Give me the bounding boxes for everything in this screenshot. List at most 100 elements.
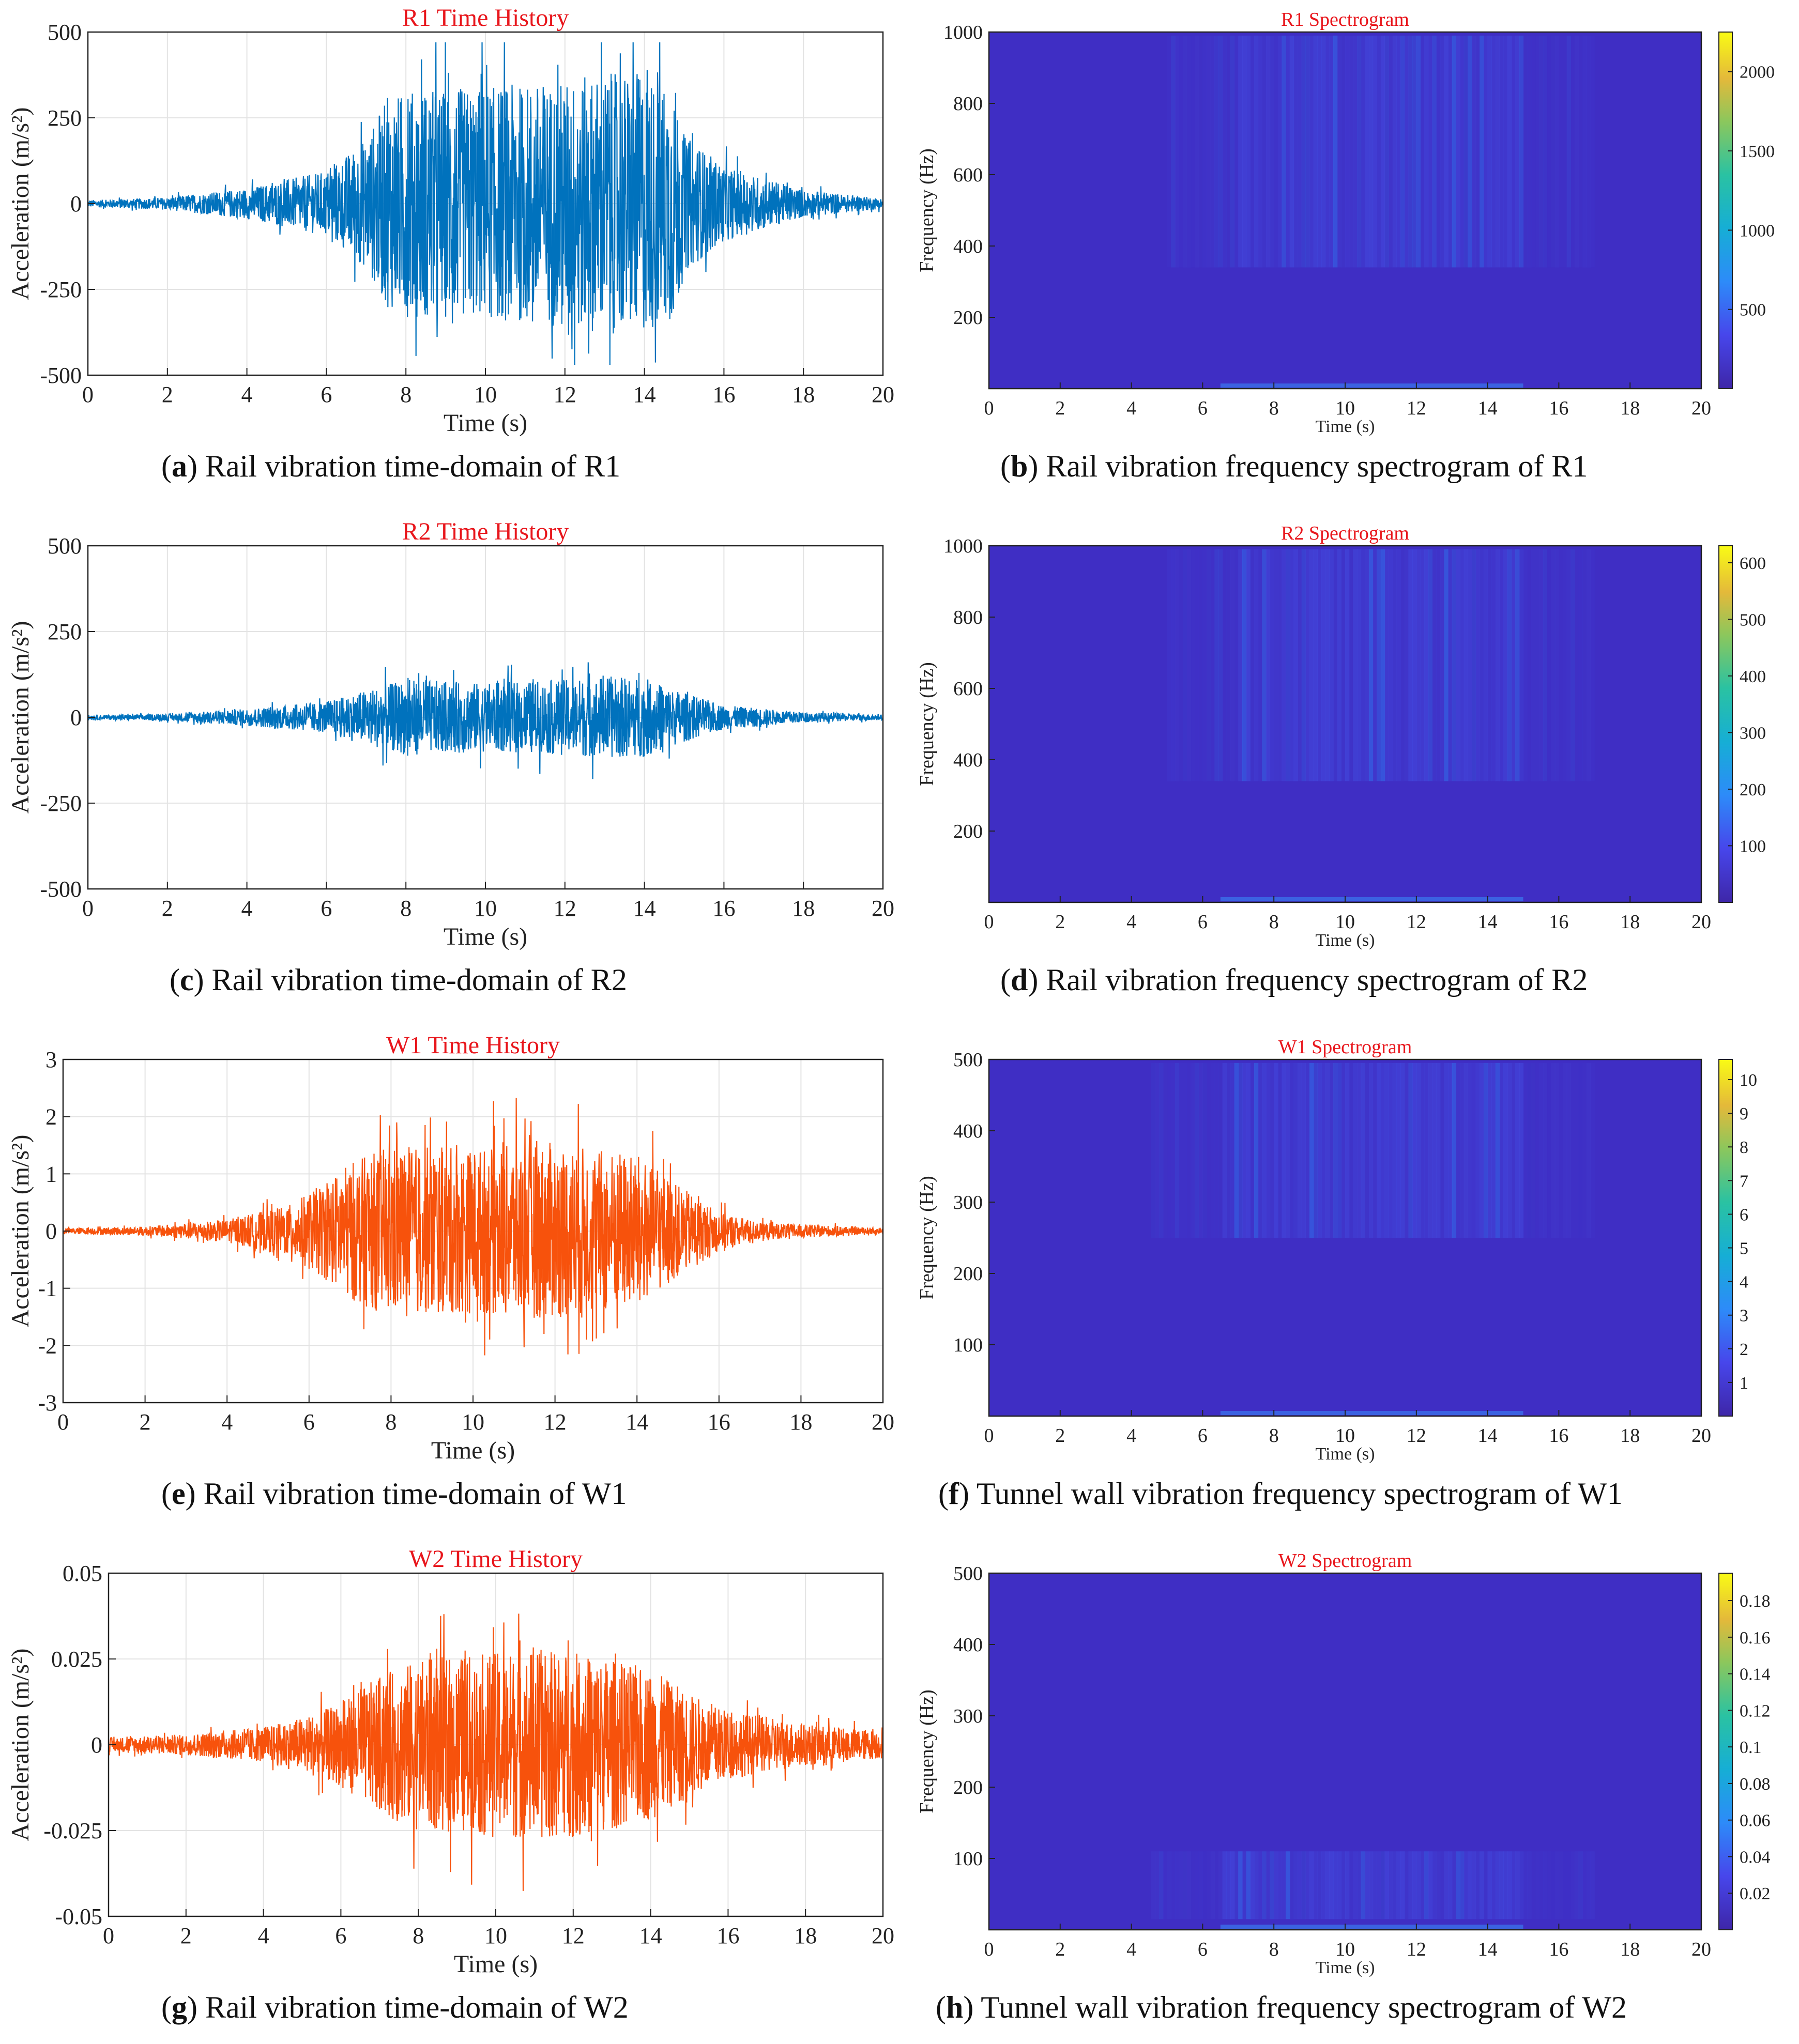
heatmap-cell	[1515, 1063, 1520, 1238]
heatmap-cell	[1586, 1063, 1591, 1238]
heatmap-cell	[1463, 35, 1468, 268]
heatmap-cell	[1325, 1851, 1330, 1919]
heatmap-cell	[1380, 1063, 1385, 1238]
colorbar-tick-label: 1	[1740, 1374, 1748, 1393]
heatmap-cell	[1277, 549, 1283, 781]
heatmap-cell	[1396, 1063, 1401, 1238]
x-tick-label: 0	[984, 397, 994, 419]
x-tick-label: 4	[1126, 397, 1136, 419]
heatmap-cell	[1270, 549, 1274, 781]
heatmap-cell	[1317, 1063, 1322, 1238]
heatmap-cell	[1436, 35, 1441, 268]
y-tick-label: -0.025	[43, 1818, 102, 1843]
heatmap-cell	[1282, 1851, 1286, 1919]
x-axis-label: Time (s)	[454, 1950, 538, 1978]
x-tick-label: 16	[712, 896, 735, 921]
x-tick-label: 14	[633, 896, 656, 921]
heatmap-cell	[1444, 1851, 1449, 1919]
colorbar-tick-label: 500	[1740, 301, 1766, 320]
heatmap-cell	[1266, 1063, 1271, 1238]
x-axis-label: Time (s)	[1316, 1444, 1375, 1464]
heatmap-cell	[1412, 35, 1417, 268]
y-tick-label: 2	[45, 1104, 57, 1130]
colorbar	[1718, 545, 1733, 903]
heatmap-cell	[1586, 1851, 1591, 1919]
chart-title: R2 Spectrogram	[1281, 522, 1409, 544]
heatmap-background	[989, 1059, 1701, 1416]
heatmap-cell	[1313, 1063, 1318, 1238]
x-tick-label: 0	[984, 911, 994, 933]
x-tick-label: 20	[872, 1409, 894, 1435]
heatmap-cell	[1242, 1851, 1247, 1919]
heatmap-cell	[1460, 1851, 1465, 1919]
x-axis-label: Time (s)	[1316, 417, 1375, 436]
heatmap-cell	[1202, 1851, 1207, 1919]
heatmap-cell	[1412, 1063, 1417, 1238]
heatmap-cell	[1309, 35, 1314, 268]
heatmap-cell	[1480, 1063, 1484, 1238]
panel-a: 0 2 4 6 8 10 12 14 16 18 20 -500 -250 0 250 500 R1 Time …	[7, 4, 894, 437]
colorbar-tick-label: 100	[1740, 837, 1766, 856]
colorbar-tick-label: 2000	[1740, 63, 1775, 82]
y-tick-label: 500	[953, 1049, 983, 1071]
heatmap-cell	[1368, 35, 1374, 268]
heatmap-cell	[1563, 1063, 1567, 1238]
heatmap-cell	[1440, 35, 1444, 268]
heatmap-cell	[1277, 1851, 1283, 1919]
colorbar-tick-label: 400	[1740, 667, 1766, 686]
heatmap-cell	[1444, 549, 1449, 781]
heatmap-cell	[1246, 35, 1251, 268]
heatmap-cell	[1590, 1063, 1595, 1238]
y-tick-label: 250	[48, 619, 82, 644]
heatmap-cell	[1578, 549, 1583, 781]
heatmap-cell	[1238, 1851, 1243, 1919]
x-tick-label: 10	[462, 1409, 484, 1435]
caption-d: (d) Rail vibration frequency spectrogram…	[1000, 963, 1588, 997]
heatmap-cell	[1293, 1063, 1298, 1238]
heatmap-cell	[1527, 1063, 1532, 1238]
heatmap-cell	[1503, 35, 1508, 268]
heatmap-cell	[1333, 35, 1338, 268]
heatmap-cell	[1566, 549, 1571, 781]
x-tick-label: 0	[57, 1409, 69, 1435]
colorbar-tick-label: 200	[1740, 780, 1766, 800]
colorbar-tick-label: 1000	[1740, 221, 1775, 240]
colorbar-tick-label: 2	[1740, 1340, 1748, 1359]
heatmap-cell	[1218, 549, 1223, 781]
x-tick-label: 0	[984, 1425, 994, 1447]
heatmap-cell	[1238, 35, 1243, 268]
colorbar-tick-label: 0.12	[1740, 1701, 1771, 1720]
heatmap-cell	[1499, 1063, 1504, 1238]
heatmap-cell	[1356, 1851, 1362, 1919]
x-tick-label: 4	[1126, 1425, 1136, 1447]
heatmap-cell	[1270, 1851, 1274, 1919]
heatmap-cell	[1345, 1063, 1350, 1238]
y-tick-label: 3	[45, 1047, 57, 1072]
y-tick-label: 800	[953, 607, 983, 628]
x-tick-label: 4	[1126, 1939, 1136, 1960]
x-tick-label: 10	[474, 896, 497, 921]
y-tick-label: -500	[40, 877, 82, 902]
heatmap-cell	[1559, 1851, 1563, 1919]
heatmap-cell	[1262, 35, 1267, 268]
chart-title: R1 Time History	[402, 4, 569, 32]
heatmap-cell	[1373, 549, 1377, 781]
x-tick-label: 8	[413, 1923, 424, 1948]
heatmap-cell	[1183, 1851, 1187, 1919]
y-tick-label: 200	[953, 1263, 983, 1285]
heatmap-cell	[1349, 1851, 1353, 1919]
heatmap-cell	[1214, 1063, 1219, 1238]
heatmap-cell	[1487, 1851, 1492, 1919]
heatmap-cell	[1547, 549, 1551, 781]
heatmap-cell	[1186, 1851, 1192, 1919]
heatmap-cell	[1337, 35, 1341, 268]
x-tick-label: 12	[1407, 911, 1426, 933]
heatmap-cell	[1349, 1063, 1353, 1238]
heatmap-cell	[1412, 1851, 1417, 1919]
heatmap-cell	[1345, 35, 1350, 268]
x-tick-label: 18	[792, 382, 815, 407]
heatmap-cell	[1444, 1063, 1449, 1238]
chart-title: W1 Spectrogram	[1278, 1036, 1412, 1058]
x-tick-label: 12	[1407, 397, 1426, 419]
